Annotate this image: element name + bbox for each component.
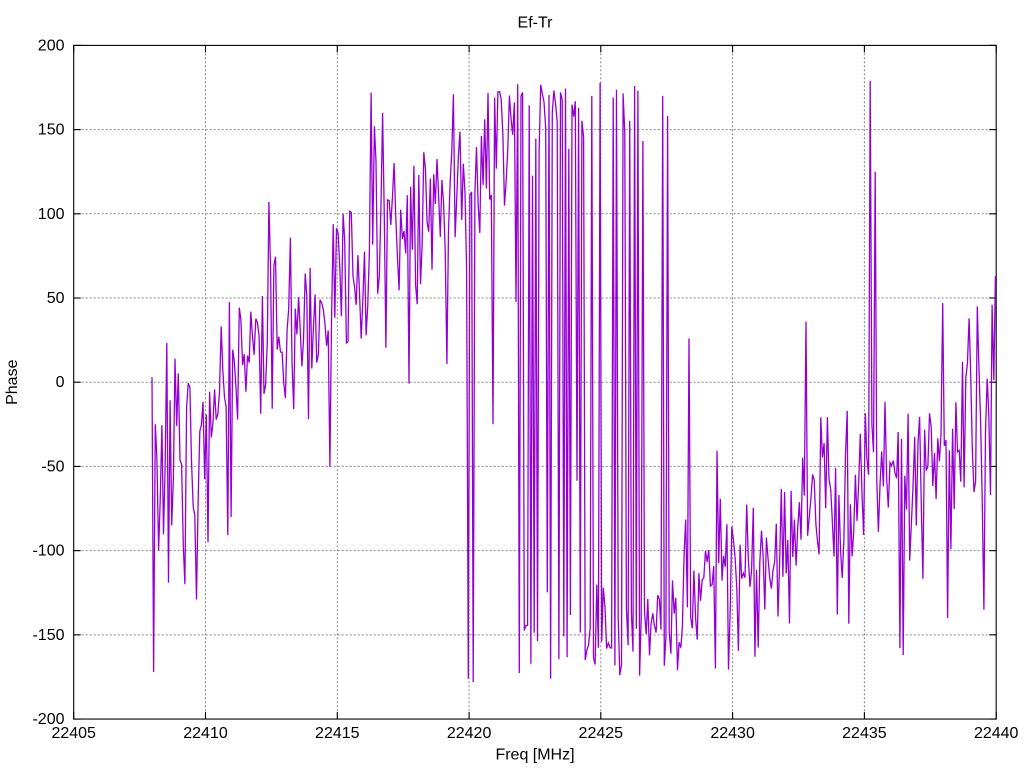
svg-text:-50: -50: [41, 458, 64, 475]
svg-text:22425: 22425: [579, 725, 624, 742]
svg-text:50: 50: [47, 290, 65, 307]
svg-text:22440: 22440: [974, 725, 1019, 742]
svg-text:22430: 22430: [710, 725, 755, 742]
svg-text:Freq [MHz]: Freq [MHz]: [495, 747, 574, 764]
svg-text:150: 150: [38, 122, 65, 139]
svg-text:Phase: Phase: [4, 359, 21, 404]
svg-text:100: 100: [38, 206, 65, 223]
svg-text:22415: 22415: [315, 725, 360, 742]
svg-text:-150: -150: [32, 627, 64, 644]
svg-text:Ef-Tr: Ef-Tr: [518, 14, 554, 31]
svg-text:22410: 22410: [183, 725, 228, 742]
svg-text:22435: 22435: [842, 725, 887, 742]
svg-text:200: 200: [38, 37, 65, 54]
svg-text:22420: 22420: [447, 725, 492, 742]
svg-text:-200: -200: [32, 711, 64, 728]
svg-text:22405: 22405: [51, 725, 96, 742]
svg-text:-100: -100: [32, 543, 64, 560]
svg-text:0: 0: [56, 374, 65, 391]
